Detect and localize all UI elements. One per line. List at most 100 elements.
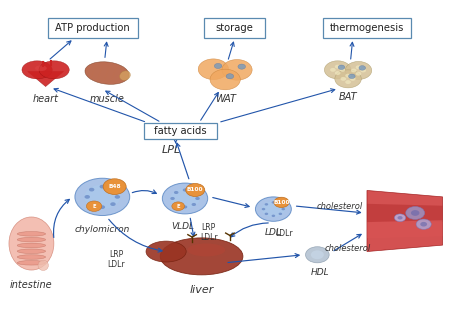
Circle shape: [214, 63, 222, 68]
Text: storage: storage: [216, 23, 254, 33]
Circle shape: [84, 195, 90, 199]
Text: LDL: LDL: [265, 228, 282, 237]
Circle shape: [398, 216, 402, 220]
Circle shape: [170, 188, 200, 209]
Circle shape: [345, 80, 351, 84]
Ellipse shape: [17, 232, 46, 236]
Circle shape: [339, 68, 345, 72]
Text: LDLr: LDLr: [275, 229, 293, 238]
Circle shape: [264, 203, 268, 205]
Text: fatty acids: fatty acids: [154, 126, 207, 136]
Circle shape: [172, 202, 184, 211]
Circle shape: [222, 59, 252, 80]
Circle shape: [345, 61, 372, 79]
Circle shape: [330, 68, 336, 72]
Circle shape: [348, 74, 355, 78]
Text: liver: liver: [190, 285, 214, 295]
Circle shape: [338, 65, 345, 69]
Circle shape: [335, 65, 340, 68]
Text: HDL: HDL: [310, 268, 329, 277]
Circle shape: [170, 197, 175, 200]
Ellipse shape: [38, 260, 48, 271]
Circle shape: [162, 183, 208, 214]
Circle shape: [416, 219, 431, 229]
Circle shape: [406, 206, 425, 219]
Circle shape: [75, 178, 130, 215]
Circle shape: [345, 74, 351, 78]
Circle shape: [359, 66, 365, 70]
Circle shape: [226, 74, 234, 79]
Text: muscle: muscle: [90, 94, 125, 104]
Text: B48: B48: [109, 184, 121, 189]
Ellipse shape: [17, 243, 46, 248]
Circle shape: [89, 188, 94, 192]
Circle shape: [100, 205, 105, 209]
Circle shape: [238, 64, 246, 69]
Circle shape: [110, 188, 116, 192]
Circle shape: [311, 250, 324, 259]
Circle shape: [394, 214, 406, 222]
Circle shape: [360, 68, 366, 72]
Text: chylomicron: chylomicron: [74, 224, 130, 234]
Ellipse shape: [9, 217, 54, 270]
Text: WAT: WAT: [215, 94, 236, 104]
Circle shape: [274, 197, 289, 207]
Ellipse shape: [22, 61, 52, 79]
Circle shape: [356, 65, 361, 69]
Circle shape: [411, 210, 419, 216]
FancyBboxPatch shape: [323, 17, 410, 38]
FancyBboxPatch shape: [204, 17, 265, 38]
Circle shape: [103, 179, 126, 194]
Circle shape: [110, 202, 116, 206]
Circle shape: [351, 68, 356, 72]
Circle shape: [272, 201, 275, 203]
Circle shape: [186, 183, 205, 196]
Text: thermogenesis: thermogenesis: [330, 23, 404, 33]
Circle shape: [183, 205, 187, 209]
Circle shape: [324, 61, 351, 79]
Text: E: E: [92, 204, 96, 209]
Circle shape: [84, 185, 120, 209]
Text: LRP
LDLr: LRP LDLr: [200, 223, 218, 242]
Ellipse shape: [85, 62, 129, 84]
Circle shape: [306, 247, 329, 263]
Polygon shape: [367, 220, 443, 238]
Circle shape: [86, 201, 102, 212]
Text: B100: B100: [273, 200, 290, 205]
Polygon shape: [367, 204, 443, 222]
Ellipse shape: [146, 241, 186, 262]
Circle shape: [262, 208, 265, 210]
FancyBboxPatch shape: [144, 123, 217, 139]
Circle shape: [356, 72, 361, 76]
Circle shape: [272, 214, 275, 217]
Text: VLDL: VLDL: [171, 222, 194, 231]
Circle shape: [335, 70, 361, 88]
Text: cholesterol: cholesterol: [325, 245, 371, 254]
Text: intestine: intestine: [10, 280, 53, 290]
Text: heart: heart: [33, 94, 59, 104]
Ellipse shape: [17, 261, 46, 265]
Text: ATP production: ATP production: [55, 23, 130, 33]
Ellipse shape: [119, 71, 130, 80]
Circle shape: [420, 222, 427, 226]
Text: cholesterol: cholesterol: [317, 202, 363, 211]
Text: E: E: [176, 204, 180, 209]
Circle shape: [198, 59, 228, 79]
Circle shape: [340, 77, 346, 81]
Ellipse shape: [187, 244, 225, 256]
Circle shape: [262, 201, 285, 217]
Circle shape: [279, 203, 282, 205]
Text: BAT: BAT: [339, 92, 357, 102]
Circle shape: [335, 71, 340, 75]
Ellipse shape: [17, 249, 46, 254]
Ellipse shape: [17, 237, 46, 242]
Ellipse shape: [17, 255, 46, 259]
FancyBboxPatch shape: [48, 17, 138, 38]
Circle shape: [183, 188, 187, 192]
Circle shape: [191, 191, 196, 194]
Circle shape: [279, 213, 282, 215]
Text: B100: B100: [187, 187, 203, 193]
Circle shape: [282, 208, 285, 210]
Circle shape: [174, 191, 178, 194]
Circle shape: [191, 203, 196, 206]
